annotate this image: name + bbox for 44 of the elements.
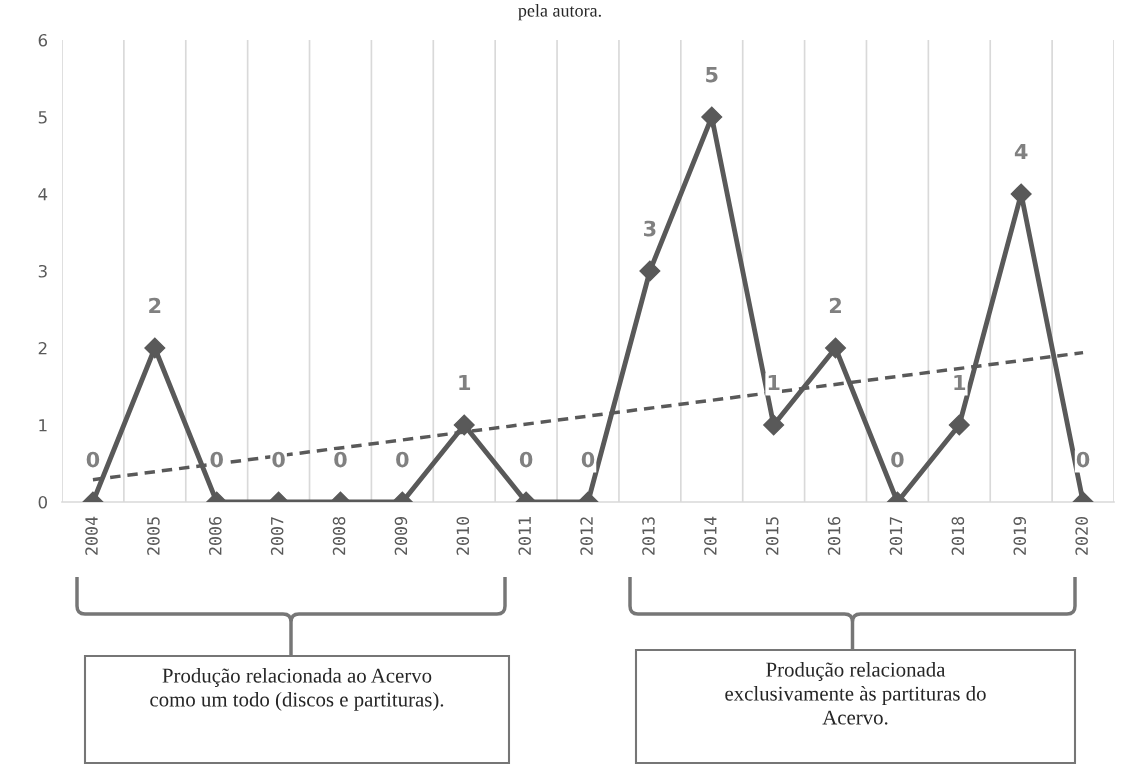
y-tick-label: 6 — [38, 33, 48, 47]
data-label: 0 — [581, 451, 595, 468]
text: Produção relacionada ao Acervo como um todo (discos e partituras). — [150, 668, 444, 711]
data-label: 0 — [891, 451, 904, 468]
x-tick-label: 2006 — [208, 516, 222, 555]
data-label: 0 — [396, 451, 409, 468]
x-tick-label: 2011 — [518, 517, 531, 555]
data-label: 4 — [1014, 143, 1028, 160]
data-label: 1 — [954, 374, 966, 391]
data-label: 0 — [519, 451, 533, 468]
data-label: 1 — [459, 374, 471, 391]
x-tick-label: 2019 — [1013, 517, 1027, 555]
data-label: 2 — [149, 297, 161, 314]
x-tick-label: 2017 — [889, 517, 903, 555]
y-tick-label: 1 — [39, 419, 47, 432]
y-tick-label: 3 — [38, 264, 47, 278]
data-label: 0 — [1076, 451, 1090, 468]
data-label: 0 — [272, 451, 285, 468]
data-label: 2 — [829, 297, 841, 314]
data-label: 0 — [86, 451, 100, 468]
y-tick-label: 2 — [38, 341, 47, 355]
x-tick-label: 2008 — [332, 516, 346, 555]
text: pela autora. — [518, 4, 601, 21]
x-tick-label: 2018 — [951, 516, 965, 555]
x-tick-label: 2004 — [85, 516, 98, 555]
data-label: 0 — [334, 451, 347, 468]
y-tick-label: 4 — [38, 188, 48, 201]
x-tick-label: 2020 — [1075, 516, 1088, 555]
y-tick-label: 5 — [38, 111, 47, 124]
x-tick-label: 2005 — [147, 517, 160, 555]
x-tick-label: 2010 — [456, 516, 470, 555]
data-label: 0 — [210, 451, 223, 468]
x-tick-label: 2009 — [394, 517, 408, 555]
x-tick-label: 2014 — [704, 516, 717, 555]
data-label: 5 — [706, 66, 718, 83]
x-tick-label: 2015 — [765, 517, 779, 555]
x-tick-label: 2016 — [827, 516, 841, 555]
data-label: 3 — [644, 220, 656, 237]
x-tick-label: 2013 — [642, 517, 655, 555]
text: Produção relacionada exclusivamente às partituras do Acervo. — [725, 662, 986, 725]
y-tick-label: 0 — [38, 495, 47, 509]
x-tick-label: 2007 — [270, 517, 284, 555]
data-label: 1 — [768, 374, 780, 391]
x-tick-label: 2012 — [580, 517, 593, 555]
